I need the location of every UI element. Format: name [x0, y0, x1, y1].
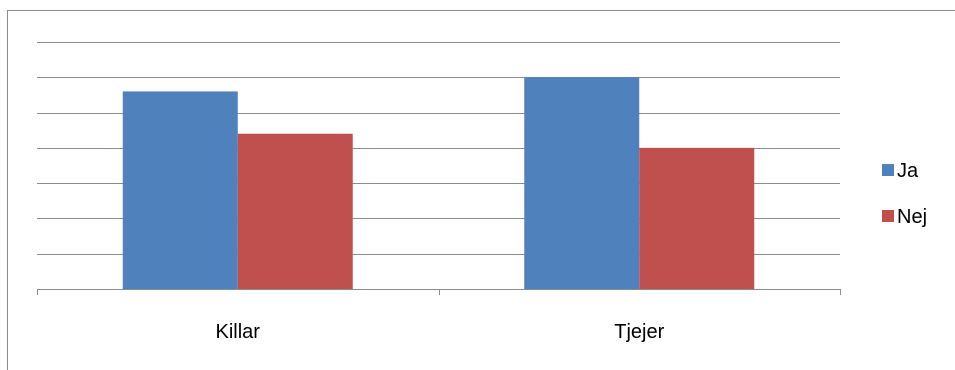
legend-swatch-ja	[882, 164, 894, 176]
bar-nej-tjejer	[639, 147, 755, 289]
bar-ja-killar	[122, 91, 238, 290]
bars	[122, 77, 755, 290]
legend-swatch-nej	[882, 210, 894, 222]
x-axis	[37, 289, 841, 295]
legend-label-ja: Ja	[897, 160, 919, 182]
legend-label-nej: Nej	[897, 206, 927, 228]
legend: Ja Nej	[882, 160, 927, 228]
bar-nej-killar	[237, 133, 353, 289]
x-tick-label: Killar	[216, 321, 261, 343]
bar-ja-tjejer	[524, 77, 640, 290]
x-tick-labels: Killar Tjejer	[216, 321, 665, 343]
x-tick-label: Tjejer	[614, 321, 664, 343]
